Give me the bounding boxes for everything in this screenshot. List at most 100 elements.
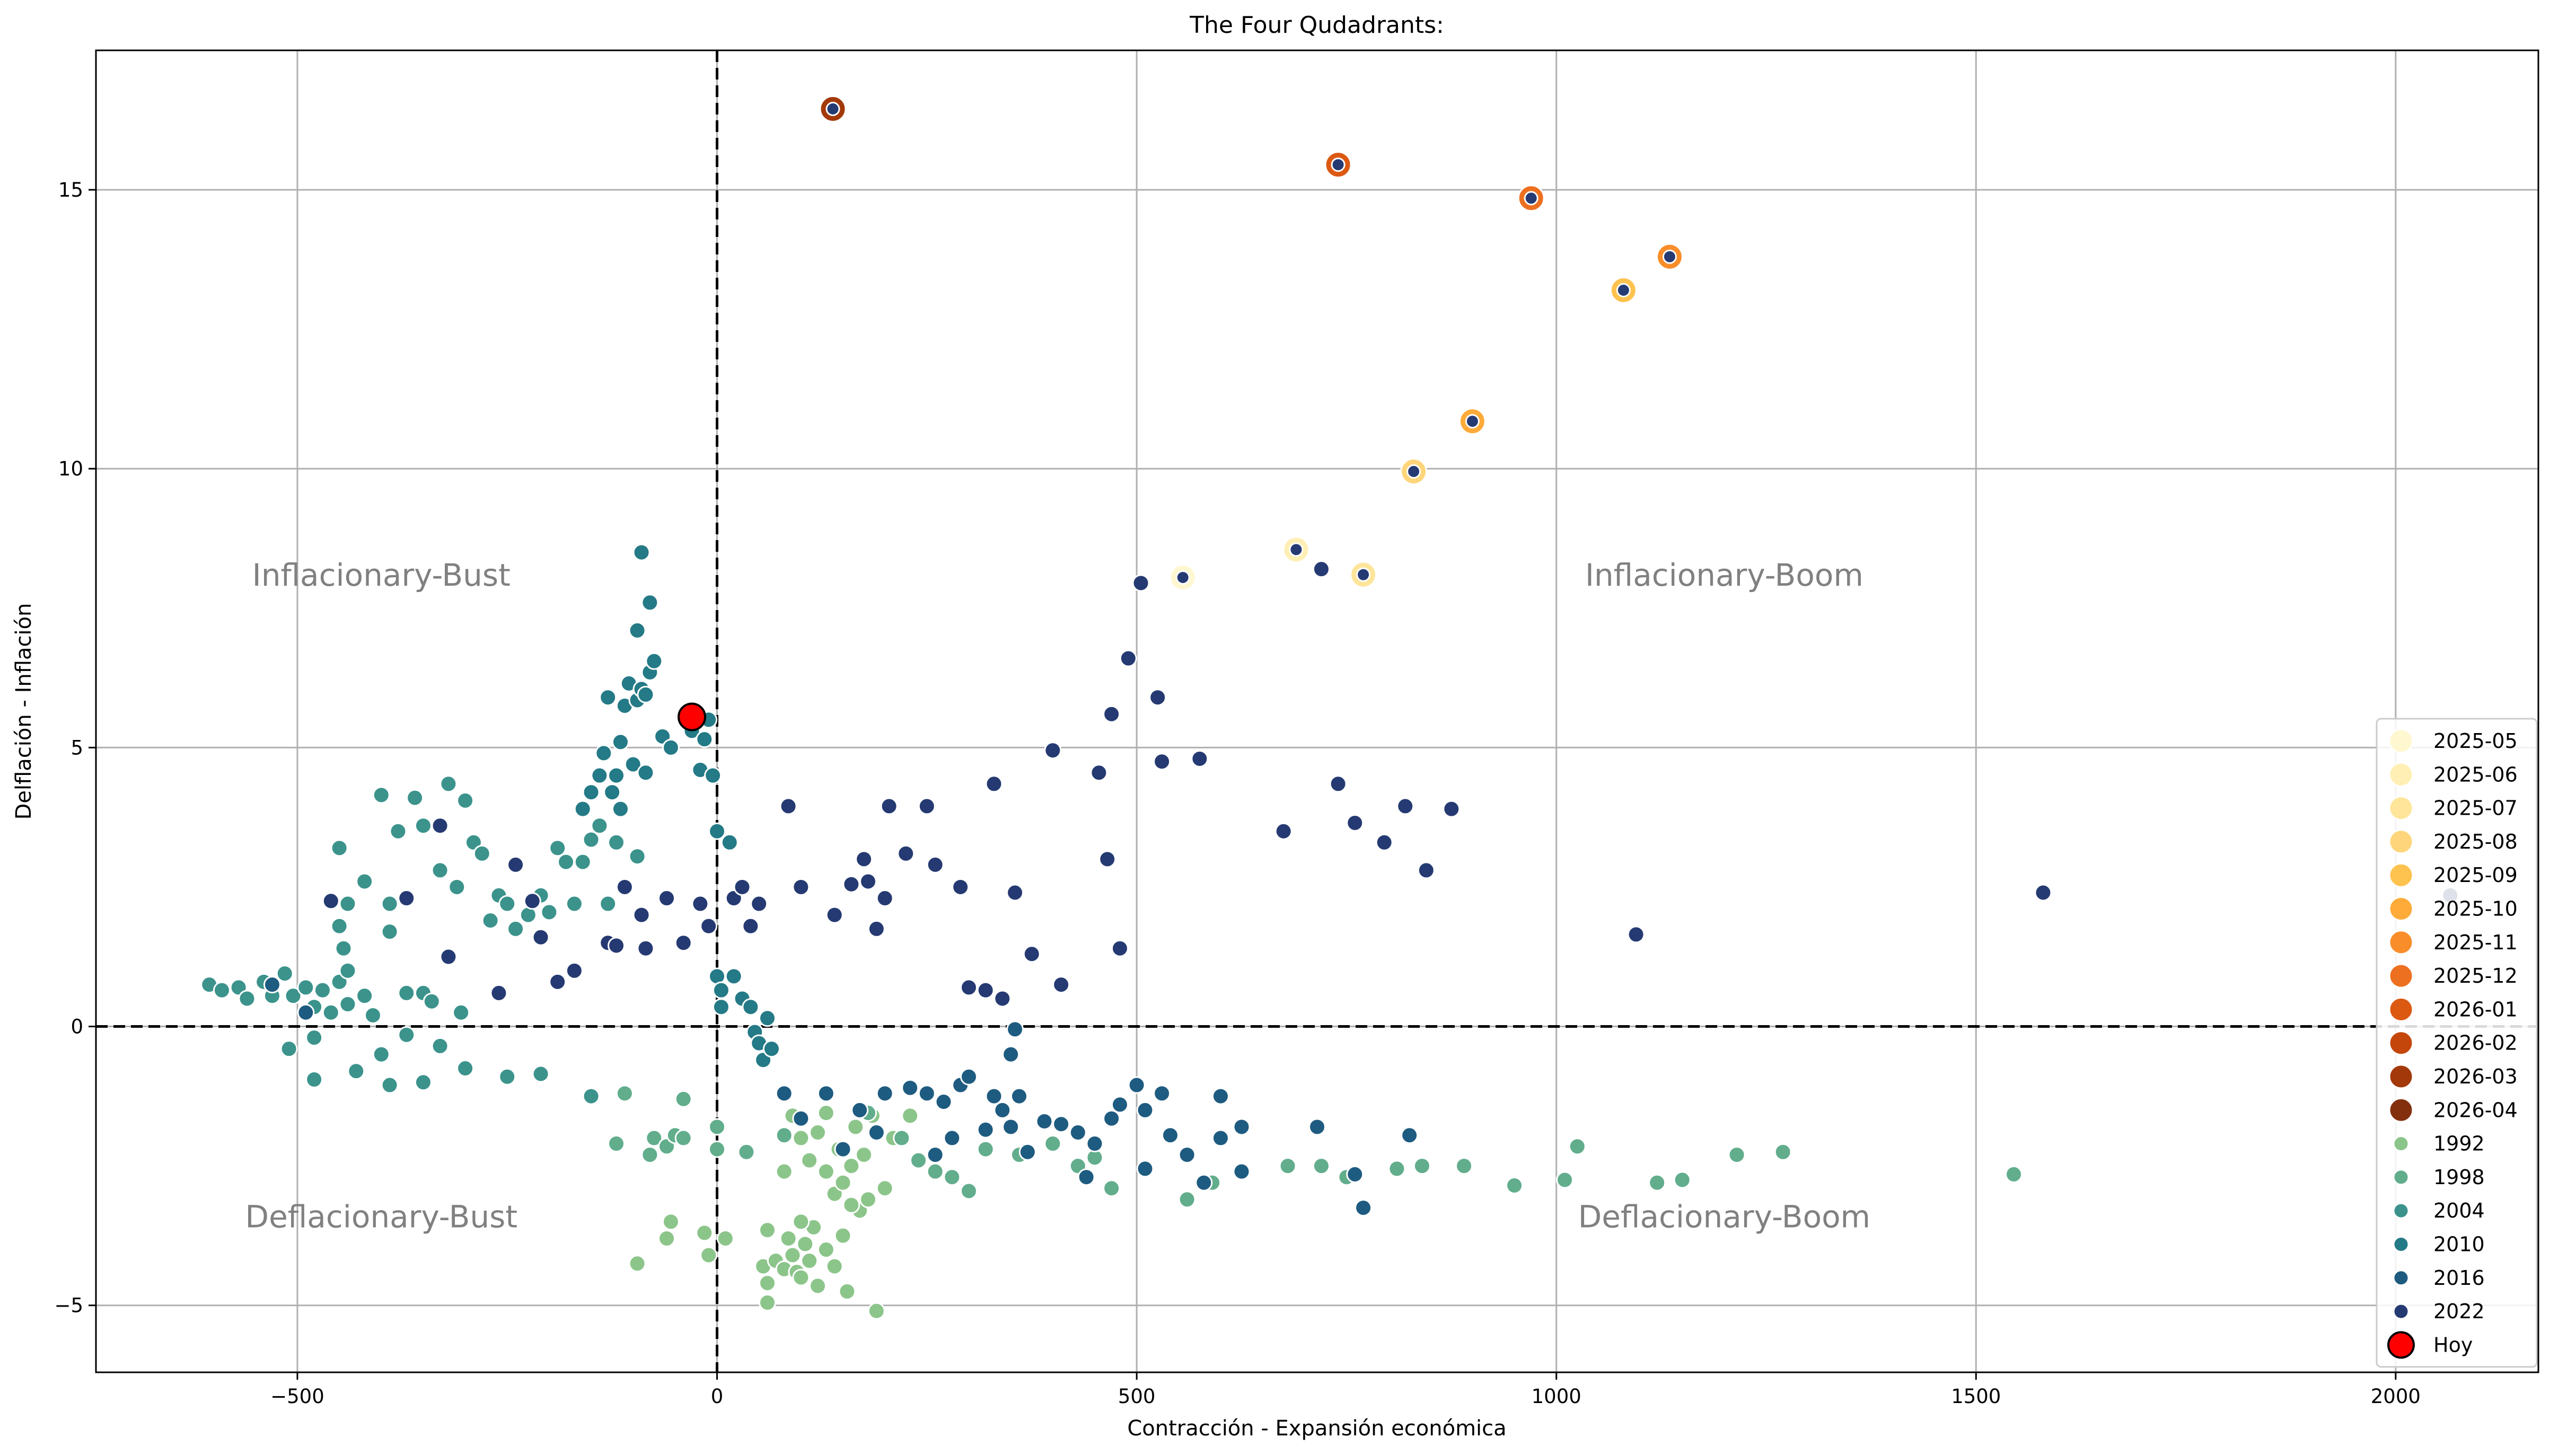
y-tick-label: 0 [71,1016,83,1038]
historical-point [263,976,281,994]
historical-point [616,1084,634,1103]
historical-point [918,797,936,815]
historical-point [792,1268,810,1286]
historical-point [1279,1157,1297,1175]
historical-point [490,984,508,1002]
historical-point [893,1129,911,1147]
x-tick-label: −500 [270,1385,324,1408]
legend-marker [2393,1269,2410,1286]
forecast-point-core [1465,414,1480,429]
plot-frame [95,49,2539,1373]
historical-point [1098,850,1116,868]
legend-marker [2388,762,2414,787]
historical-point [759,1009,777,1027]
historical-point [565,962,583,980]
legend-label: 2025-10 [2433,897,2518,921]
historical-point [1128,1076,1146,1094]
historical-point [574,853,592,871]
historical-point [1346,1165,1364,1183]
historical-point [662,1213,680,1231]
historical-point [994,1101,1012,1119]
historical-point [213,981,231,999]
legend-label: 2025-05 [2433,729,2518,753]
historical-point [674,1090,692,1108]
historical-point [616,878,634,896]
historical-point [1136,1160,1154,1178]
data-points [200,95,2459,1320]
historical-point [2005,1165,2023,1183]
legend-label: 2022 [2433,1300,2485,1323]
legend-marker [2388,930,2414,955]
today-point [678,702,707,731]
historical-point [716,1229,734,1247]
historical-point [897,844,915,862]
historical-point [637,764,655,782]
historical-point [608,833,626,851]
legend-marker [2388,997,2414,1022]
historical-point [742,998,760,1016]
historical-point [335,939,353,957]
historical-point [733,878,751,896]
historical-point [322,892,340,910]
historical-point [775,1126,793,1144]
historical-point [1375,833,1393,851]
legend-label: 1992 [2433,1132,2485,1156]
x-tick-label: 500 [1118,1385,1156,1408]
historical-point [628,621,646,639]
historical-point [339,895,357,913]
historical-point [628,1255,646,1273]
historical-point [456,791,474,809]
historical-point [339,962,357,980]
historical-point [557,853,575,871]
historical-point [624,755,642,773]
historical-point [994,990,1012,1008]
legend-marker [2393,1236,2410,1253]
legend-marker [2388,728,2414,754]
historical-point [582,831,600,849]
legend-label: 1998 [2433,1166,2485,1189]
historical-point [1355,1199,1373,1217]
historical-point [1312,560,1330,578]
legend-label: Hoy [2433,1333,2473,1356]
forecast-point-core [1356,567,1371,582]
historical-point [372,1045,390,1063]
historical-point [801,1252,819,1270]
historical-point [1010,1087,1028,1105]
chart-title: The Four Qudadrants: [1189,12,1444,39]
historical-point [414,1073,432,1091]
historical-point [591,817,609,835]
historical-point [2034,884,2052,902]
historical-point [1035,1112,1053,1130]
legend-label: 2025-06 [2433,763,2518,786]
historical-point [1044,742,1062,760]
historical-point [759,1274,777,1292]
historical-point [637,939,655,957]
historical-point [599,689,617,707]
historical-point [1401,1126,1419,1144]
historical-point [603,783,621,801]
historical-point [817,1240,835,1258]
historical-point [549,973,567,991]
historical-point [842,875,860,893]
historical-point [842,1196,860,1214]
legend-marker [2387,1331,2415,1359]
historical-point [1023,945,1041,963]
historical-point [1308,1118,1326,1136]
legend-marker [2393,1202,2410,1219]
historical-point [1568,1137,1586,1156]
historical-point [876,1084,894,1103]
historical-point [439,775,458,793]
reference-lines [96,50,2538,1372]
historical-point [364,1007,382,1025]
quadrant-label: Deflacionary-Bust [245,1198,517,1234]
historical-point [549,839,567,857]
forecast-point-core [1616,283,1631,297]
legend-label: 2026-03 [2433,1065,2518,1088]
historical-point [792,1213,810,1231]
historical-point [708,822,726,840]
historical-point [943,1168,961,1186]
historical-point [674,1129,692,1147]
y-tick-label: 10 [58,457,83,480]
historical-point [431,817,449,835]
historical-point [855,1146,873,1164]
